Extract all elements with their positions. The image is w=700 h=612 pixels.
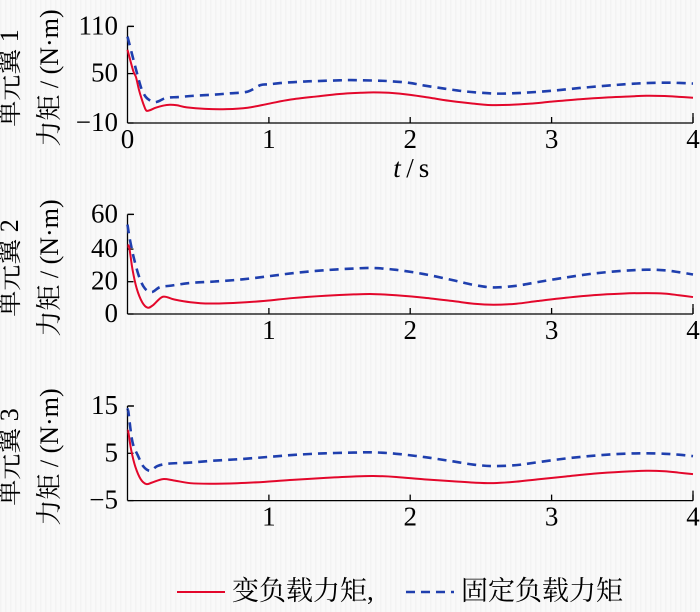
svg-text:单元翼 2: 单元翼 2	[0, 219, 24, 317]
svg-text:单元翼 1: 单元翼 1	[0, 29, 24, 127]
svg-text:2: 2	[403, 315, 417, 345]
svg-text:5: 5	[105, 437, 119, 467]
svg-text:固定负载力矩: 固定负载力矩	[461, 576, 623, 606]
svg-text:1: 1	[262, 315, 276, 345]
svg-text:110: 110	[79, 10, 119, 40]
svg-text:4: 4	[686, 124, 700, 154]
svg-text:s: s	[419, 153, 430, 183]
svg-text:3: 3	[545, 315, 559, 345]
svg-text:t: t	[393, 153, 402, 183]
svg-text:20: 20	[91, 266, 118, 296]
svg-text:力矩 / (N·m): 力矩 / (N·m)	[35, 199, 64, 336]
svg-text:3: 3	[545, 124, 559, 154]
svg-text:4: 4	[686, 315, 700, 345]
svg-text:−5: −5	[89, 485, 118, 515]
svg-text:单元翼 3: 单元翼 3	[0, 408, 24, 506]
svg-text:2: 2	[403, 502, 417, 532]
svg-text:力矩 / (N·m): 力矩 / (N·m)	[35, 9, 64, 146]
svg-text:15: 15	[91, 390, 118, 420]
svg-text:40: 40	[91, 233, 118, 263]
svg-text:0: 0	[121, 124, 135, 154]
svg-text:50: 50	[91, 58, 118, 88]
svg-text:1: 1	[262, 502, 276, 532]
svg-text:3: 3	[545, 502, 559, 532]
svg-text:力矩 / (N·m): 力矩 / (N·m)	[35, 388, 64, 525]
svg-text:0: 0	[105, 298, 119, 328]
svg-text:2: 2	[403, 124, 417, 154]
svg-text:1: 1	[262, 124, 276, 154]
svg-text:60: 60	[91, 198, 118, 228]
svg-text:−10: −10	[76, 107, 118, 137]
svg-text:/: /	[406, 153, 414, 183]
svg-text:变负载力矩,: 变负载力矩,	[232, 576, 374, 606]
svg-text:4: 4	[686, 502, 700, 532]
